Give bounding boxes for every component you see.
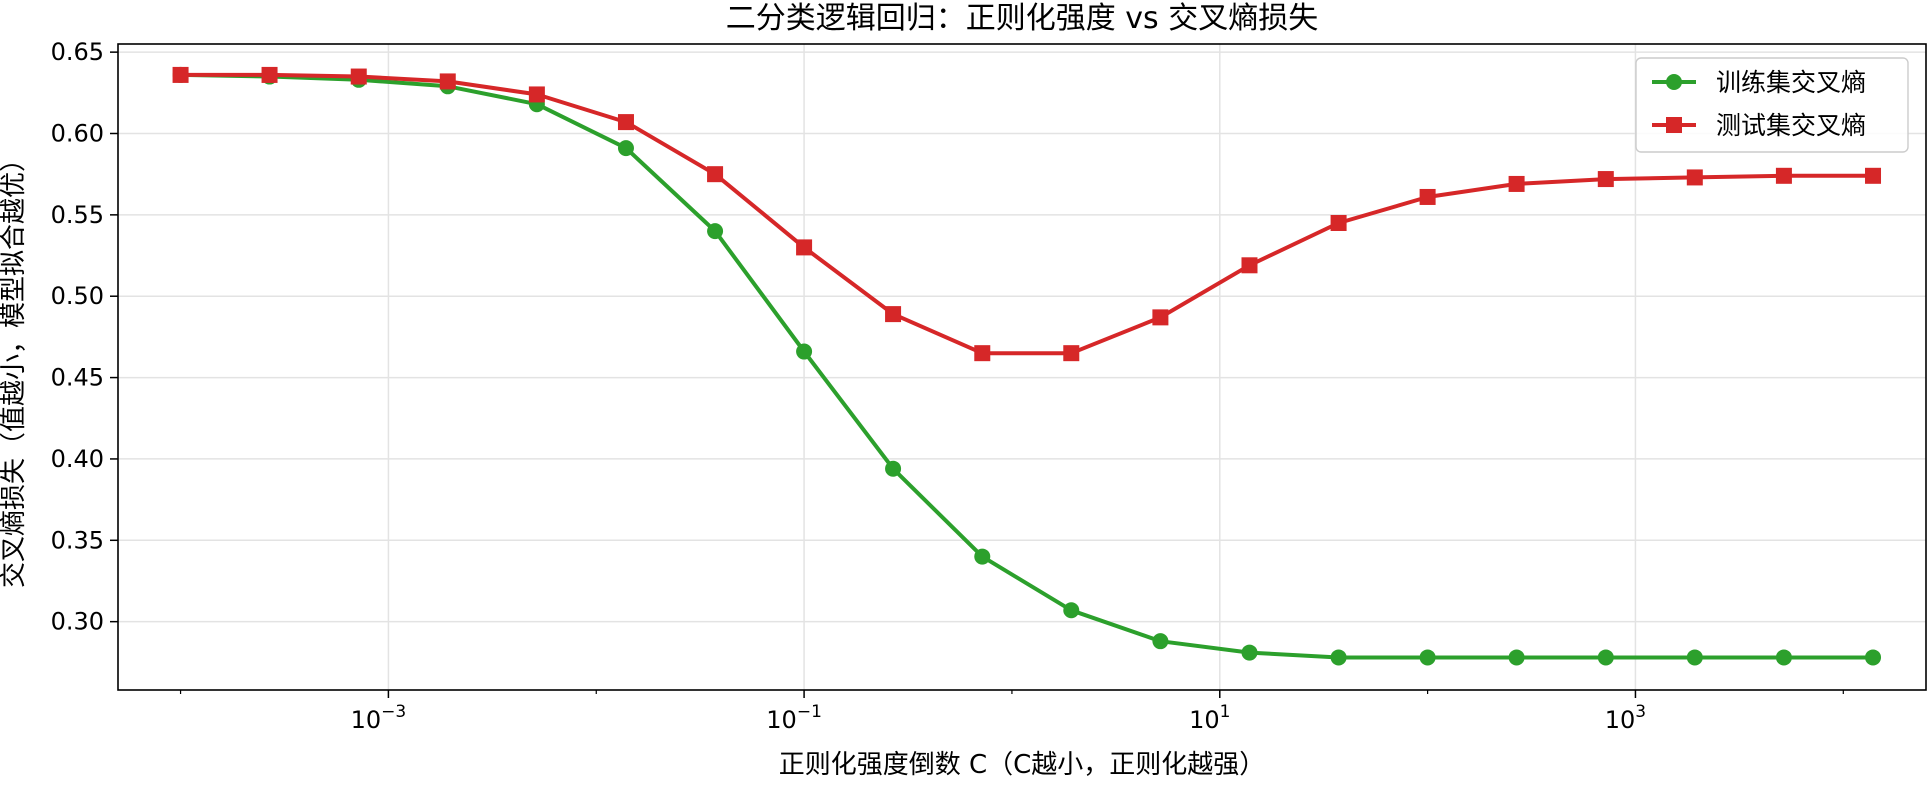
legend-label-test: 测试集交叉熵	[1716, 111, 1866, 140]
y-tick-label: 0.35	[51, 526, 104, 554]
data-point	[796, 239, 813, 256]
legend-label-train: 训练集交叉熵	[1716, 68, 1866, 97]
data-point	[885, 460, 902, 477]
y-axis-label: 交叉熵损失（值越小，模型拟合越优）	[0, 146, 29, 588]
series-line-0	[180, 72, 1873, 660]
data-point	[261, 66, 278, 83]
legend-marker-train	[1666, 74, 1682, 90]
data-point	[617, 114, 634, 131]
data-point	[1865, 167, 1882, 184]
data-point	[1775, 167, 1792, 184]
data-point	[1775, 649, 1792, 666]
y-tick-label: 0.30	[51, 608, 104, 636]
y-tick-label: 0.60	[51, 119, 104, 147]
data-point	[439, 73, 456, 90]
data-point	[617, 140, 634, 157]
y-tick-label: 0.50	[51, 282, 104, 310]
x-tick-label: 101	[1189, 702, 1230, 734]
data-point	[1241, 644, 1258, 661]
data-point	[1330, 649, 1347, 666]
data-point	[1152, 309, 1169, 326]
data-point	[172, 66, 189, 83]
grid	[118, 44, 1926, 690]
y-tick-label: 0.55	[51, 201, 104, 229]
series-layer	[172, 66, 1882, 666]
data-point	[974, 345, 991, 362]
y-axis-ticks: 0.30 0.35 0.40 0.45 0.50 0.55 0.60 0.65	[51, 38, 118, 636]
data-point	[885, 306, 902, 323]
data-point	[528, 86, 545, 103]
data-point	[707, 166, 724, 183]
chart-title: 二分类逻辑回归：正则化强度 vs 交叉熵损失	[726, 1, 1318, 36]
x-tick-label: 10−3	[351, 702, 407, 734]
legend-marker-test	[1666, 117, 1682, 133]
data-point	[1597, 171, 1614, 188]
legend-box	[1635, 57, 1909, 153]
data-point	[1508, 175, 1525, 192]
plot-frame	[117, 43, 1927, 691]
data-point	[1419, 649, 1436, 666]
y-tick-label: 0.65	[51, 38, 104, 66]
y-tick-label: 0.45	[51, 364, 104, 392]
data-point	[1063, 345, 1080, 362]
data-point	[707, 223, 724, 240]
data-point	[1686, 169, 1703, 186]
legend: 训练集交叉熵 测试集交叉熵	[1635, 57, 1909, 153]
data-point	[974, 548, 991, 565]
data-point	[1865, 649, 1882, 666]
x-axis-ticks: 10−3 10−1 101 103	[179, 690, 1844, 734]
data-point	[350, 68, 367, 85]
data-point	[796, 343, 813, 360]
data-point	[1241, 257, 1258, 274]
x-tick-label: 10−1	[766, 702, 822, 734]
data-point	[1152, 633, 1169, 650]
data-point	[1419, 188, 1436, 205]
series-line-1	[180, 72, 1873, 356]
data-point	[1330, 214, 1347, 231]
x-tick-label: 103	[1605, 702, 1646, 734]
data-point	[1686, 649, 1703, 666]
x-axis-label: 正则化强度倒数 C（C越小，正则化越强）	[779, 750, 1266, 780]
data-point	[1597, 649, 1614, 666]
data-point	[1063, 602, 1080, 619]
data-point	[1508, 649, 1525, 666]
y-tick-label: 0.40	[51, 445, 104, 473]
